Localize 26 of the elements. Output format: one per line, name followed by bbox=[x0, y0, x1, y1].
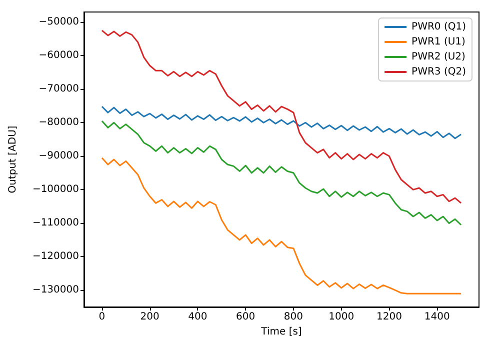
line-series bbox=[101, 106, 462, 140]
x-tick-label: 1000 bbox=[328, 312, 354, 322]
y-tick-label: −80000 bbox=[38, 117, 79, 128]
y-tick-label: −110000 bbox=[32, 218, 79, 229]
y-axis-title: Output [ADU] bbox=[8, 126, 18, 194]
legend-label: PWR3 (Q2) bbox=[412, 66, 466, 78]
x-tick-label: 800 bbox=[284, 312, 304, 322]
x-tick-label: 0 bbox=[98, 312, 106, 322]
y-tick-label: −100000 bbox=[32, 184, 79, 196]
x-tick-label: 600 bbox=[236, 312, 256, 322]
y-tick-label: −120000 bbox=[32, 251, 79, 262]
x-tick-label: 400 bbox=[188, 312, 208, 322]
x-tick-label: 200 bbox=[140, 312, 160, 322]
line-series bbox=[101, 157, 462, 294]
x-axis-title: Time [s] bbox=[260, 326, 302, 338]
y-tick-label: −50000 bbox=[38, 16, 79, 28]
y-tick-label: −90000 bbox=[38, 150, 79, 162]
y-tick-label: −60000 bbox=[38, 50, 79, 62]
x-tick-label: 1400 bbox=[424, 312, 450, 322]
legend-label: PWR1 (U1) bbox=[412, 36, 466, 48]
y-tick-label: −70000 bbox=[38, 84, 79, 95]
y-tick-label: −130000 bbox=[32, 284, 79, 296]
line-series bbox=[101, 120, 462, 226]
legend-label: PWR0 (Q1) bbox=[412, 22, 466, 32]
x-tick-label: 1200 bbox=[376, 312, 402, 322]
legend-label: PWR2 (U2) bbox=[412, 52, 466, 62]
